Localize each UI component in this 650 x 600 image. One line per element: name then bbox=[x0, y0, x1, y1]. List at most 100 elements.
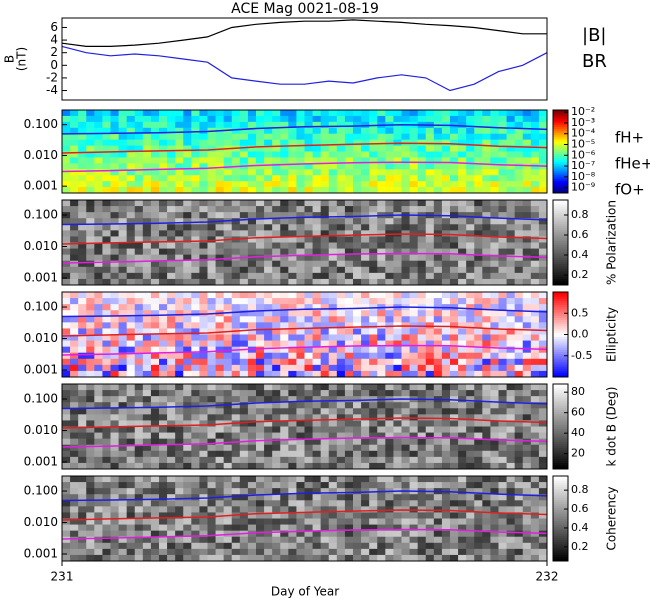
spectrogram-texture bbox=[94, 506, 103, 513]
spectrogram-texture bbox=[522, 358, 532, 366]
spectrogram-texture bbox=[417, 248, 427, 256]
spectrogram-texture bbox=[110, 163, 119, 170]
spectrogram-texture bbox=[425, 462, 435, 470]
spectrogram-texture bbox=[312, 364, 322, 372]
spectrogram-texture bbox=[450, 206, 459, 213]
spectrogram-texture bbox=[167, 518, 176, 525]
spectrogram-texture bbox=[538, 396, 548, 403]
spectrogram-texture bbox=[466, 462, 475, 470]
colorbar-swatch bbox=[553, 268, 568, 271]
spectrogram-texture bbox=[126, 260, 136, 268]
spectrogram-texture bbox=[530, 248, 540, 256]
spectrogram-texture bbox=[336, 316, 346, 323]
spectrogram-texture bbox=[167, 488, 176, 495]
spectrogram-texture bbox=[150, 444, 160, 452]
spectrogram-texture bbox=[207, 230, 216, 237]
spectrogram-texture bbox=[353, 494, 362, 501]
spectrogram-texture bbox=[256, 151, 265, 158]
spectrogram-texture bbox=[490, 169, 499, 176]
spectrogram-texture bbox=[425, 169, 435, 176]
spectrogram-texture bbox=[175, 236, 184, 243]
spectrogram-texture bbox=[150, 316, 160, 323]
colorbar-swatch bbox=[553, 407, 568, 410]
spectrogram-texture bbox=[62, 292, 71, 299]
spectrogram-texture bbox=[70, 358, 79, 366]
spectrogram-texture bbox=[530, 151, 540, 158]
spectrogram-texture bbox=[353, 322, 362, 329]
spectrogram-texture bbox=[385, 181, 394, 188]
spectrogram-texture bbox=[256, 334, 265, 341]
spectrogram-texture bbox=[353, 390, 362, 397]
spectrogram-texture bbox=[78, 536, 87, 544]
spectrogram-texture bbox=[538, 230, 548, 237]
spectrogram-texture bbox=[142, 456, 152, 464]
spectrogram-texture bbox=[167, 278, 176, 286]
spectrogram-texture bbox=[401, 298, 410, 305]
spectrogram-texture bbox=[466, 254, 475, 262]
spectrogram-texture bbox=[150, 358, 160, 366]
spectrogram-texture bbox=[490, 304, 499, 311]
colorbar-swatch bbox=[553, 323, 568, 327]
spectrogram-texture bbox=[320, 352, 330, 360]
spectrogram-texture bbox=[150, 163, 160, 170]
spectrogram-texture bbox=[474, 169, 483, 176]
spectrogram-texture bbox=[231, 175, 241, 182]
spectrogram-texture bbox=[296, 298, 305, 305]
spectrogram-texture bbox=[522, 292, 532, 299]
spectrogram-texture bbox=[134, 402, 144, 409]
spectrogram-texture bbox=[247, 169, 257, 176]
spectrogram-texture bbox=[247, 488, 257, 495]
spectrogram-texture bbox=[207, 554, 216, 562]
spectrogram-texture bbox=[247, 512, 257, 519]
spectrogram-texture bbox=[506, 364, 516, 372]
spectrogram-texture bbox=[296, 358, 305, 366]
spectrogram-texture bbox=[441, 236, 451, 243]
spectrogram-texture bbox=[175, 524, 184, 532]
spectrogram-texture bbox=[498, 260, 507, 268]
colorbar-swatch bbox=[553, 170, 568, 173]
spectrogram-texture bbox=[514, 266, 524, 274]
spectrogram-texture bbox=[207, 248, 216, 256]
spectrogram-texture bbox=[134, 506, 144, 513]
colorbar-swatch bbox=[553, 280, 568, 284]
spectrogram-texture bbox=[102, 224, 111, 231]
spectrogram-texture bbox=[134, 200, 144, 207]
spectrogram-texture bbox=[110, 304, 119, 311]
spectrogram-texture bbox=[102, 542, 111, 550]
spectrogram-texture bbox=[441, 292, 451, 299]
spectrogram-texture bbox=[134, 187, 144, 194]
y-tick-label: 0.010 bbox=[24, 331, 58, 345]
spectrogram-texture bbox=[490, 346, 499, 354]
spectrogram-texture bbox=[175, 322, 184, 329]
spectrogram-texture bbox=[522, 512, 532, 519]
spectrogram-texture bbox=[134, 110, 144, 117]
spectrogram-texture bbox=[62, 316, 71, 323]
spectrogram-texture bbox=[514, 390, 524, 397]
spectrogram-texture bbox=[118, 230, 128, 237]
spectrogram-texture bbox=[223, 462, 233, 470]
colorbar-swatch bbox=[553, 556, 568, 560]
spectrogram-texture bbox=[506, 462, 516, 470]
spectrogram-texture bbox=[110, 236, 119, 243]
spectrogram-texture bbox=[506, 432, 516, 440]
spectrogram-texture bbox=[264, 310, 273, 317]
spectrogram-texture bbox=[393, 512, 402, 519]
spectrogram-texture bbox=[441, 346, 451, 354]
spectrogram-texture bbox=[506, 328, 516, 335]
spectrogram-texture bbox=[328, 536, 338, 544]
spectrogram-texture bbox=[256, 554, 265, 562]
spectrogram-texture bbox=[167, 512, 176, 519]
spectrogram-texture bbox=[239, 206, 249, 213]
spectrogram-texture bbox=[328, 133, 338, 141]
spectrogram-texture bbox=[514, 206, 524, 213]
spectrogram-texture bbox=[320, 121, 330, 129]
spectrogram-texture bbox=[458, 370, 467, 378]
spectrogram-texture bbox=[377, 157, 386, 164]
spectrogram-texture bbox=[417, 316, 427, 323]
spectrogram-texture bbox=[474, 151, 483, 158]
spectrogram-texture bbox=[280, 414, 289, 421]
spectrogram-texture bbox=[530, 115, 540, 123]
spectrogram-texture bbox=[482, 328, 491, 335]
spectrogram-texture bbox=[175, 518, 184, 525]
spectrogram-texture bbox=[110, 476, 119, 483]
